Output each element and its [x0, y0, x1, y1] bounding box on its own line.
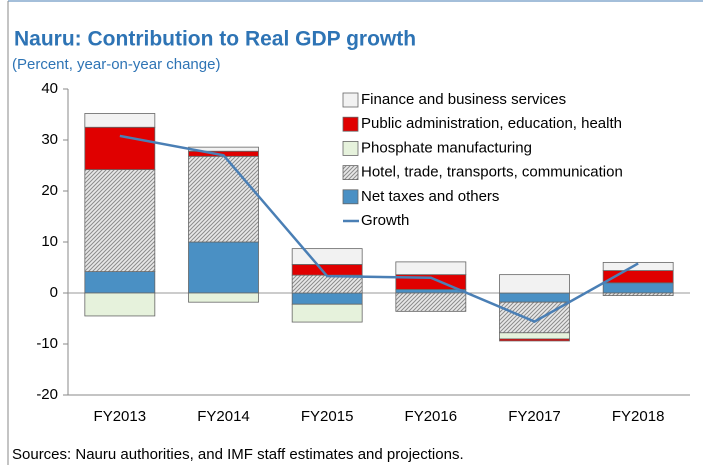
bar-segment [499, 332, 570, 340]
bar-segment [291, 264, 363, 276]
legend-swatch [342, 92, 359, 108]
legend-label: Growth [361, 212, 409, 229]
y-tick-label: -20 [36, 386, 58, 403]
y-tick-label: 40 [41, 80, 58, 97]
x-tick-label: FY2017 [508, 408, 561, 425]
bar-segment [291, 274, 363, 294]
bar-segment [188, 241, 259, 294]
y-tick-label: 20 [41, 182, 58, 199]
bar-segment [84, 126, 156, 170]
legend-label: Phosphate manufacturing [361, 139, 532, 156]
bar-segment [188, 292, 259, 303]
bar-segment [84, 292, 156, 317]
chart-subtitle: (Percent, year-on-year change) [12, 56, 220, 73]
legend-label: Finance and business services [361, 91, 566, 108]
bar-segment [84, 271, 156, 294]
bar-segment [602, 261, 674, 271]
bar-segment [84, 113, 156, 128]
y-tick-label: 0 [50, 284, 58, 301]
growth-line [119, 134, 639, 323]
legend-label: Public administration, education, health [361, 115, 622, 132]
source-note: Sources: Nauru authorities, and IMF staf… [12, 446, 464, 463]
bar-segment [499, 338, 570, 342]
legend-swatch [342, 189, 359, 205]
bar-segment [602, 292, 674, 296]
bar-segment [291, 248, 363, 265]
x-tick-label: FY2016 [405, 408, 458, 425]
y-tick-label: -10 [36, 335, 58, 352]
bar-segment [395, 289, 467, 294]
bar-segment [499, 292, 570, 303]
legend-swatch [342, 165, 359, 181]
bar-segment [602, 282, 674, 294]
bar-segment [291, 303, 363, 323]
bar-segment [188, 155, 259, 243]
legend-swatch [342, 140, 359, 156]
x-tick-label: FY2018 [612, 408, 665, 425]
x-tick-label: FY2015 [301, 408, 354, 425]
legend-label: Hotel, trade, transports, communication [361, 164, 623, 181]
x-tick-label: FY2013 [94, 408, 147, 425]
bar-segment [499, 274, 570, 294]
y-tick-label: 30 [41, 131, 58, 148]
chart-title: Nauru: Contribution to Real GDP growth [14, 28, 416, 51]
legend-swatch [342, 116, 359, 132]
legend-label: Net taxes and others [361, 188, 499, 205]
bar-segment [395, 292, 467, 312]
bar-segment [395, 261, 467, 276]
bar-segment [291, 292, 363, 305]
x-tick-label: FY2014 [197, 408, 250, 425]
bar-segment [84, 169, 156, 272]
y-tick-label: 10 [41, 233, 58, 250]
